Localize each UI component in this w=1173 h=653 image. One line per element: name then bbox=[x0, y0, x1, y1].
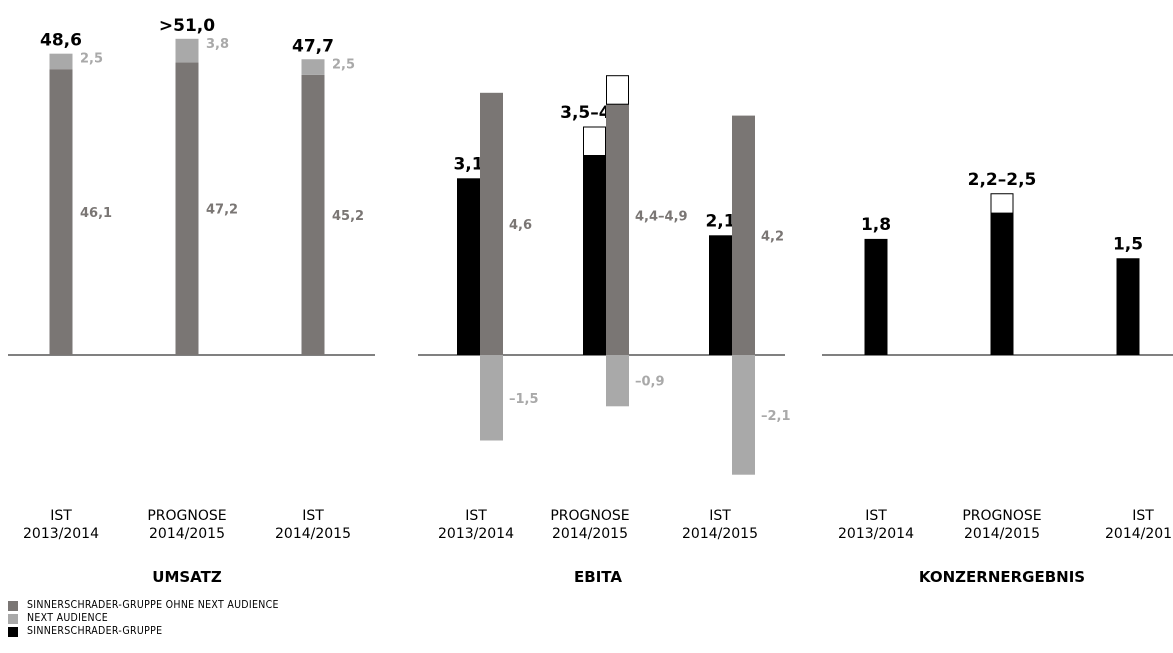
ebita-total-label: 3,1 bbox=[453, 154, 483, 174]
ebita-category-label: IST bbox=[709, 508, 731, 524]
umsatz-category-label: 2014/2015 bbox=[149, 526, 225, 542]
ebita-forecast-range-ohne-next-audience bbox=[606, 75, 629, 105]
legend-item-next-audience: NEXT AUDIENCE bbox=[8, 612, 279, 625]
ebita-bar-ohne-next-audience bbox=[480, 92, 503, 356]
umsatz-value-label: 45,2 bbox=[332, 209, 364, 224]
umsatz-category-label: IST bbox=[302, 508, 324, 524]
umsatz-category-label: IST bbox=[50, 508, 72, 524]
umsatz-next-audience-label: 2,5 bbox=[80, 52, 103, 67]
legend-item-ohne-next-audience: SINNERSCHRADER-GRUPPE OHNE NEXT AUDIENCE bbox=[8, 599, 279, 612]
umsatz-value-label: 46,1 bbox=[80, 206, 112, 221]
konzernergebnis-category-label: IST bbox=[865, 508, 887, 524]
ebita-next-audience-label: –1,5 bbox=[509, 392, 539, 407]
umsatz-bar-next-audience bbox=[49, 53, 73, 70]
ebita-bar-gruppe bbox=[583, 155, 606, 355]
umsatz-bar-ohne-next-audience bbox=[49, 69, 73, 356]
legend: SINNERSCHRADER-GRUPPE OHNE NEXT AUDIENCE… bbox=[8, 599, 279, 638]
umsatz-chart-title: UMSATZ bbox=[152, 568, 222, 586]
legend-item-gruppe: SINNERSCHRADER-GRUPPE bbox=[8, 625, 279, 638]
konzernergebnis-forecast-range bbox=[990, 193, 1014, 214]
ebita-next-audience-label: –0,9 bbox=[635, 375, 665, 390]
ebita-bar-next-audience bbox=[480, 355, 503, 441]
konzernergebnis-category-label: 2014/2015 bbox=[964, 526, 1040, 542]
ebita-bar-ohne-next-audience bbox=[732, 115, 755, 355]
umsatz-total-label: 48,6 bbox=[40, 31, 82, 51]
ebita-value-label: 4,4–4,9 bbox=[635, 210, 688, 225]
konzernergebnis-category-label: PROGNOSE bbox=[962, 508, 1041, 524]
ebita-bar-ohne-next-audience bbox=[606, 104, 629, 355]
ebita-bar-next-audience bbox=[732, 355, 755, 475]
konzernergebnis-chart-title: KONZERNERGEBNIS bbox=[919, 568, 1085, 586]
ebita-bar-gruppe bbox=[457, 178, 480, 355]
ebita-category-label: IST bbox=[465, 508, 487, 524]
umsatz-total-label: 47,7 bbox=[292, 36, 334, 56]
umsatz-bar-next-audience bbox=[175, 38, 199, 63]
ebita-forecast-range-gruppe bbox=[583, 126, 606, 156]
ebita-total-label: 2,1 bbox=[705, 211, 735, 231]
umsatz-bar-next-audience bbox=[301, 59, 325, 75]
konzernergebnis-category-label: IST bbox=[1132, 508, 1154, 524]
legend-swatch-gruppe bbox=[8, 626, 18, 637]
ebita-category-label: 2014/2015 bbox=[682, 526, 758, 542]
konzernergebnis-bar-gruppe bbox=[990, 213, 1014, 355]
ebita-bar-gruppe bbox=[709, 235, 732, 355]
ebita-category-label: 2013/2014 bbox=[438, 526, 514, 542]
legend-swatch-next-audience bbox=[8, 613, 18, 624]
konzernergebnis-value-label: 1,5 bbox=[1113, 234, 1143, 254]
umsatz-category-label: PROGNOSE bbox=[147, 508, 226, 524]
ebita-category-label: 2014/2015 bbox=[552, 526, 628, 542]
umsatz-next-audience-label: 2,5 bbox=[332, 57, 355, 72]
konzernergebnis-category-label: 2014/2015 bbox=[1105, 526, 1173, 542]
ebita-category-label: PROGNOSE bbox=[550, 508, 629, 524]
ebita-value-label: 4,6 bbox=[509, 218, 532, 233]
konzernergebnis-bar-gruppe bbox=[1116, 258, 1140, 355]
umsatz-total-label: >51,0 bbox=[159, 16, 215, 36]
umsatz-next-audience-label: 3,8 bbox=[206, 37, 229, 52]
umsatz-bar-ohne-next-audience bbox=[175, 62, 199, 356]
ebita-chart-title: EBITA bbox=[574, 568, 622, 586]
ebita-next-audience-label: –2,1 bbox=[761, 409, 791, 424]
konzernergebnis-value-label: 1,8 bbox=[861, 215, 891, 235]
umsatz-category-label: 2014/2015 bbox=[275, 526, 351, 542]
legend-swatch-ohne-next-audience bbox=[8, 600, 18, 611]
ebita-value-label: 4,2 bbox=[761, 229, 784, 244]
legend-label: SINNERSCHRADER-GRUPPE bbox=[27, 625, 163, 637]
legend-label: SINNERSCHRADER-GRUPPE OHNE NEXT AUDIENCE bbox=[27, 599, 279, 611]
konzernergebnis-bar-gruppe bbox=[864, 238, 888, 355]
umsatz-bar-ohne-next-audience bbox=[301, 74, 325, 355]
ebita-bar-next-audience bbox=[606, 355, 629, 407]
legend-label: NEXT AUDIENCE bbox=[27, 612, 109, 624]
konzernergebnis-category-label: 2013/2014 bbox=[838, 526, 914, 542]
konzernergebnis-value-label: 2,2–2,5 bbox=[968, 170, 1037, 190]
umsatz-value-label: 47,2 bbox=[206, 203, 238, 218]
umsatz-category-label: 2013/2014 bbox=[23, 526, 99, 542]
